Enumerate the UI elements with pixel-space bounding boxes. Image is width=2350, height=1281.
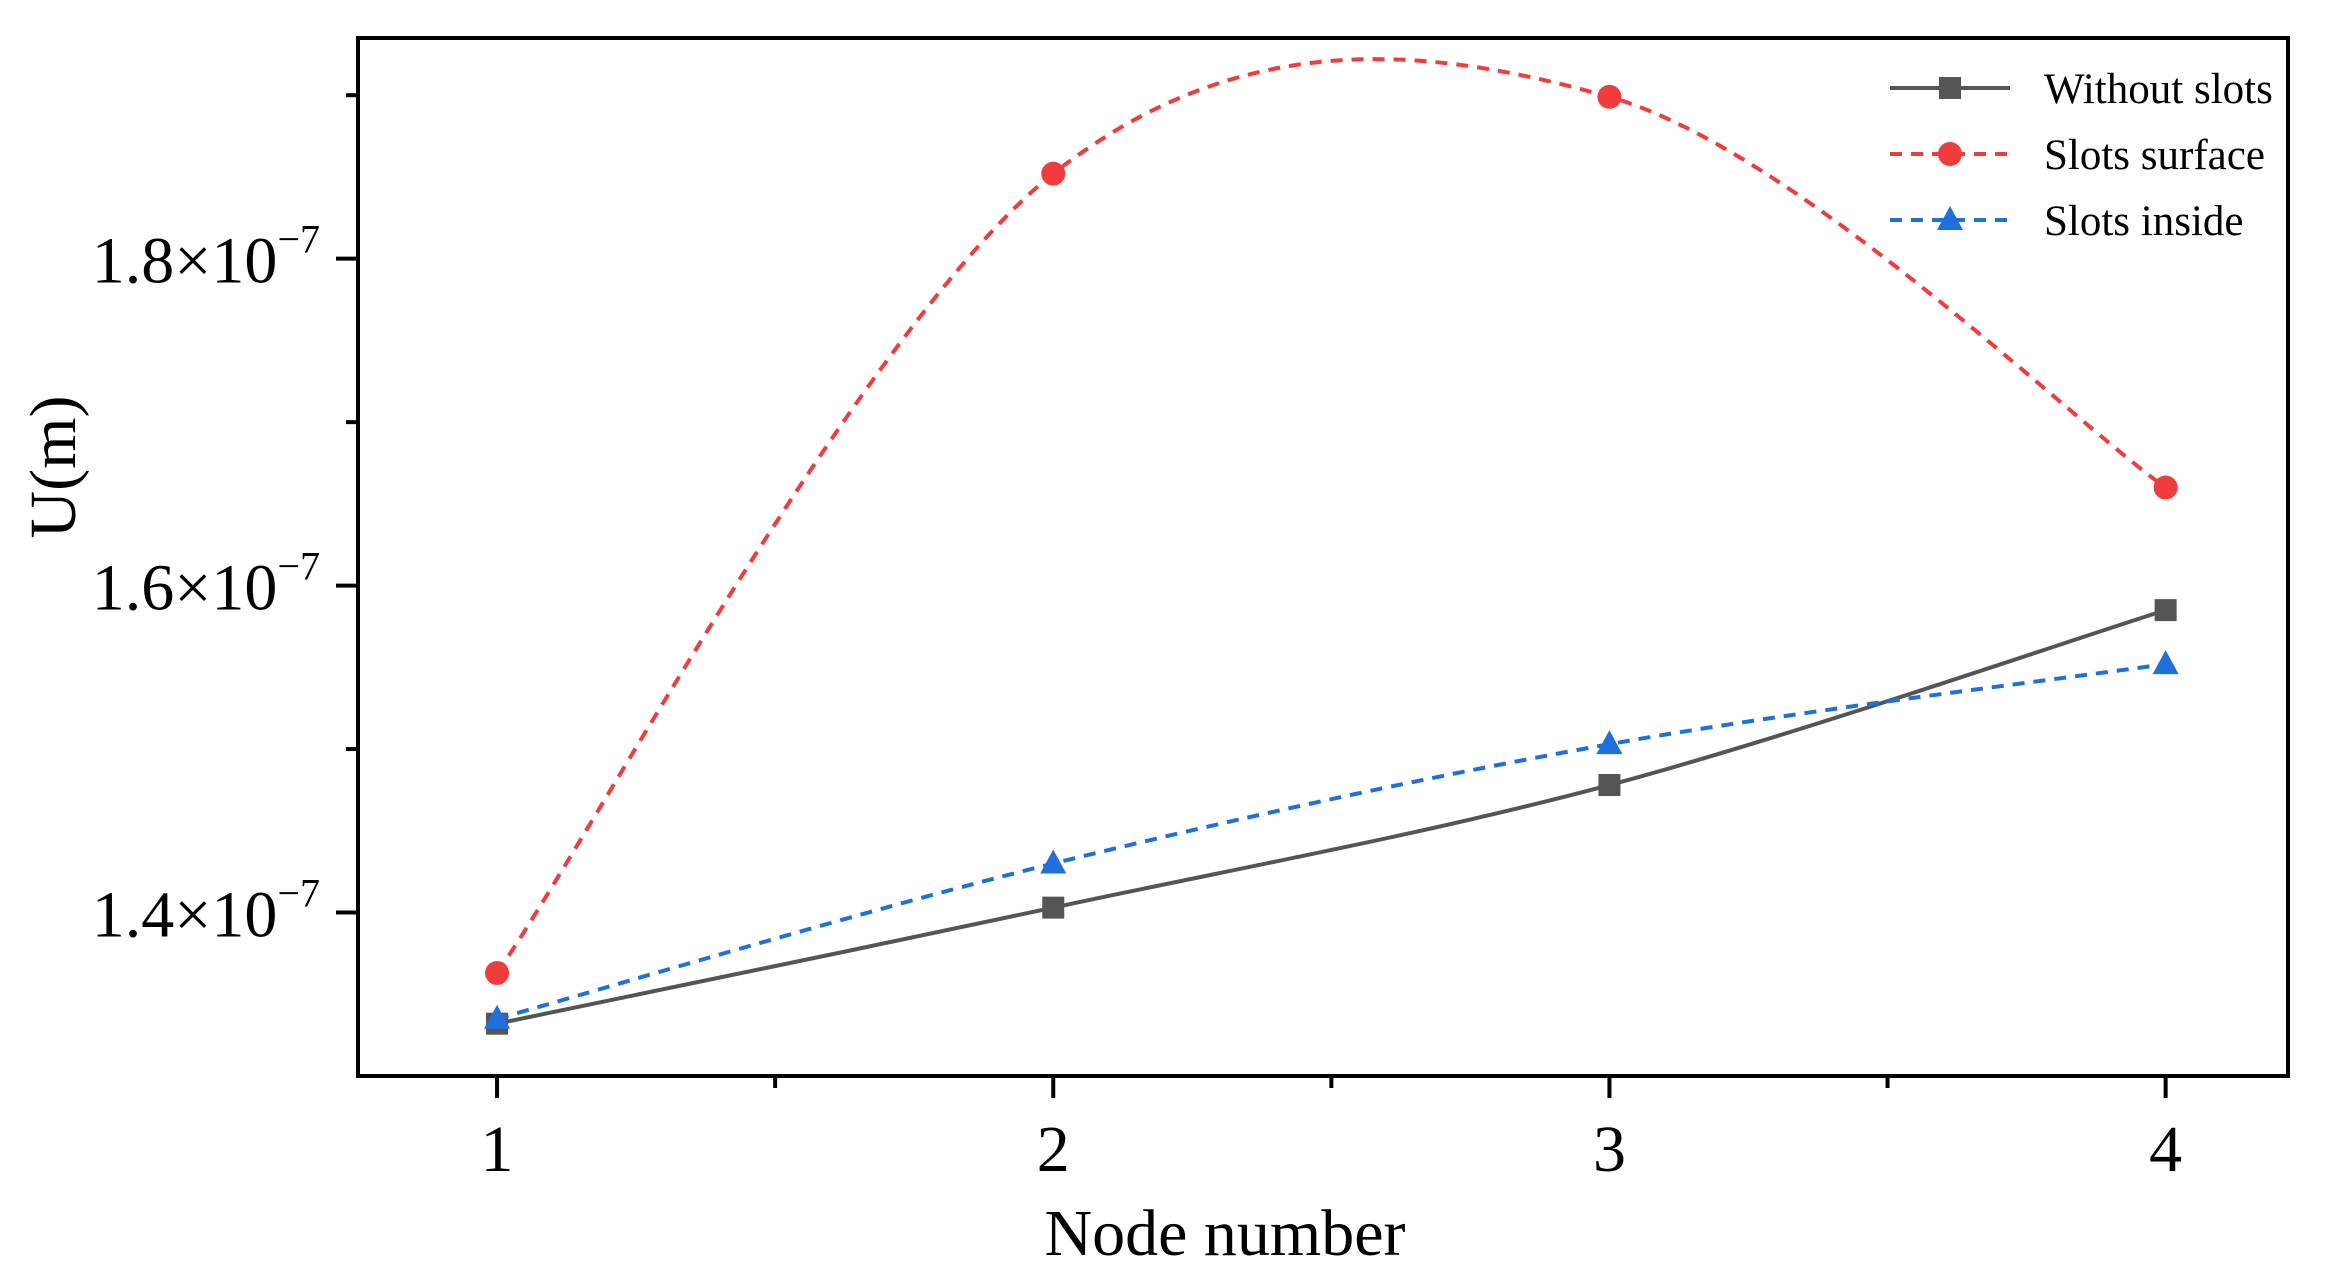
y-tick-exponent: −7 (277, 217, 320, 262)
x-tick-label: 4 (2149, 1113, 2182, 1186)
legend: Without slots Slots surface Slots inside (1890, 66, 2273, 245)
x-tick-label: 2 (1037, 1113, 1070, 1186)
data-point (1040, 849, 1067, 874)
data-point (484, 1004, 511, 1029)
series-line (496, 662, 2166, 1021)
plot-frame (356, 36, 2290, 1078)
y-tick-exponent: −7 (277, 871, 320, 916)
data-point (1598, 774, 1621, 797)
x-axis-title: Node number (1044, 1197, 1405, 1270)
series-3 (484, 650, 2179, 1029)
legend-item: Slots inside (1890, 198, 2244, 245)
legend-marker (1939, 77, 1961, 99)
data-point (2152, 650, 2179, 675)
series-line (495, 57, 2167, 975)
legend-label: Slots surface (2044, 132, 2265, 179)
data-point (2154, 599, 2177, 622)
y-tick-mantissa: 1.4×10 (92, 879, 278, 952)
legend-item: Slots surface (1890, 132, 2265, 179)
series-1 (486, 599, 2177, 1035)
data-point (1596, 730, 1623, 755)
data-point (2153, 475, 2178, 500)
legend-label: Slots inside (2044, 198, 2244, 245)
legend-label: Without slots (2044, 66, 2273, 113)
y-axis-title: U(m) (17, 396, 90, 539)
data-point (1041, 161, 1066, 186)
x-tick-label: 1 (481, 1113, 514, 1186)
data-point (1042, 896, 1065, 919)
data-point (485, 961, 510, 986)
y-tick-mantissa: 1.8×10 (92, 225, 278, 298)
axis-layer: 1 2 3 41.4×10−71.6×10−71.8×10−7 (92, 93, 2182, 1186)
x-tick-label: 3 (1593, 1113, 1626, 1186)
series-line (496, 608, 2167, 1026)
legend-item: Without slots (1890, 66, 2273, 113)
y-tick-mantissa: 1.6×10 (92, 552, 278, 625)
y-tick-label: 1.8×10−7 (92, 217, 320, 298)
legend-marker (1938, 142, 1962, 166)
y-tick-label: 1.4×10−7 (92, 871, 320, 952)
legend-marker (1937, 206, 1963, 230)
series-layer (484, 57, 2179, 1035)
y-tick-exponent: −7 (277, 544, 320, 589)
y-tick-label: 1.6×10−7 (92, 544, 320, 625)
series-2 (485, 57, 2178, 986)
data-point (1597, 84, 1622, 109)
